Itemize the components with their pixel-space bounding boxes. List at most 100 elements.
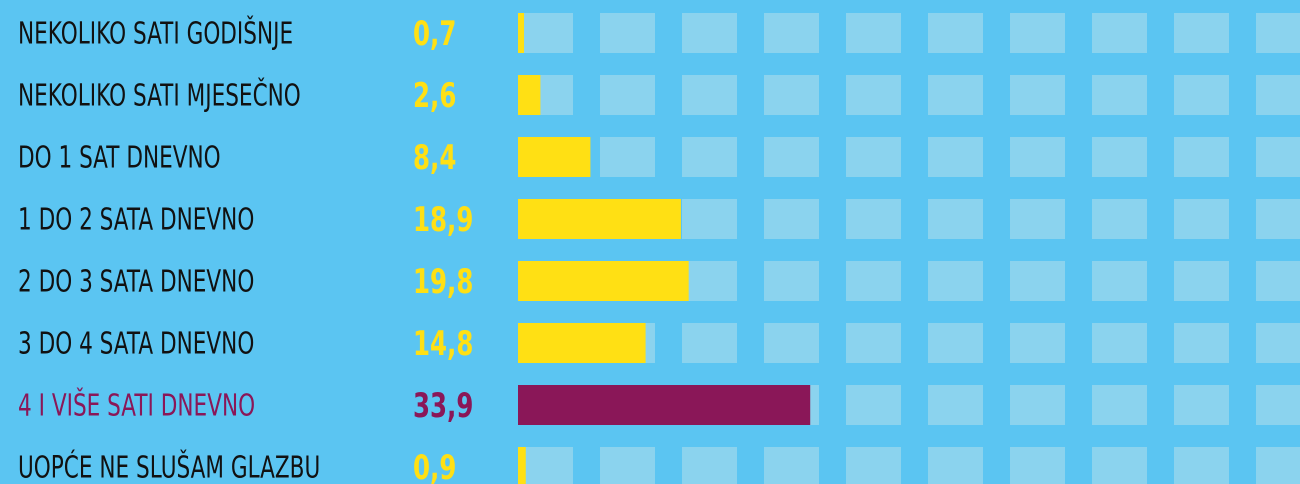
value-group: 8,4: [413, 138, 456, 177]
background-square: [1174, 323, 1229, 363]
background-square: [600, 137, 655, 177]
bar: [518, 75, 541, 115]
background-square: [846, 75, 901, 115]
background-square: [682, 261, 737, 301]
background-square: [846, 261, 901, 301]
background-square: [846, 137, 901, 177]
background-square: [928, 13, 983, 53]
bar: [518, 137, 591, 177]
background-square: [764, 13, 819, 53]
bar: [518, 13, 525, 53]
background-square: [600, 447, 655, 484]
background-square: [600, 75, 655, 115]
category-label: 3 DO 4 SATA DNEVNO: [18, 327, 254, 361]
value-group: 33,9: [413, 386, 473, 425]
background-square: [1256, 199, 1300, 239]
label-group: 1 DO 2 SATA DNEVNO: [18, 203, 254, 237]
label-group: DO 1 SAT DNEVNO: [18, 141, 221, 175]
background-square: [1092, 385, 1147, 425]
background-square: [1010, 323, 1065, 363]
category-label: NEKOLIKO SATI MJESEČNO: [18, 76, 301, 114]
background-square: [1174, 199, 1229, 239]
background-square: [764, 75, 819, 115]
background-square: [1174, 75, 1229, 115]
background-square: [846, 199, 901, 239]
background-square: [1010, 385, 1065, 425]
value-label: 33,9: [413, 386, 473, 425]
background-square: [518, 13, 573, 53]
background-square: [518, 447, 573, 484]
label-group: NEKOLIKO SATI GODIŠNJE: [18, 14, 293, 52]
value-label: 14,8: [413, 324, 473, 363]
background-square: [928, 137, 983, 177]
background-square: [1174, 261, 1229, 301]
background-square: [682, 199, 737, 239]
background-square: [1010, 75, 1065, 115]
background-square: [1256, 13, 1300, 53]
background-square: [1092, 261, 1147, 301]
background-square: [1010, 13, 1065, 53]
background-square: [682, 137, 737, 177]
background-square: [1256, 447, 1300, 484]
category-label: 4 I VIŠE SATI DNEVNO: [18, 386, 255, 424]
background-square: [1174, 385, 1229, 425]
background-square: [682, 447, 737, 484]
value-group: 14,8: [413, 324, 473, 363]
category-label: 2 DO 3 SATA DNEVNO: [18, 265, 254, 299]
value-label: 0,7: [413, 14, 456, 53]
background-square: [1092, 323, 1147, 363]
bar: [518, 447, 526, 484]
value-group: 18,9: [413, 200, 473, 239]
background-square: [928, 75, 983, 115]
background-square: [928, 385, 983, 425]
value-group: 0,9: [413, 448, 456, 484]
background-square: [1010, 261, 1065, 301]
background-square: [928, 199, 983, 239]
category-label: 1 DO 2 SATA DNEVNO: [18, 203, 254, 237]
value-group: 2,6: [413, 76, 456, 115]
category-label: NEKOLIKO SATI GODIŠNJE: [18, 14, 293, 52]
background-square: [600, 13, 655, 53]
label-group: NEKOLIKO SATI MJESEČNO: [18, 76, 301, 114]
bar: [518, 385, 811, 425]
label-group: 2 DO 3 SATA DNEVNO: [18, 265, 254, 299]
background-square: [846, 447, 901, 484]
background-square: [846, 13, 901, 53]
background-square: [1256, 323, 1300, 363]
background-square: [764, 137, 819, 177]
value-label: 19,8: [413, 262, 473, 301]
background-square: [1092, 447, 1147, 484]
background-square: [764, 261, 819, 301]
background-square: [846, 323, 901, 363]
category-label: UOPĆE NE SLUŠAM GLAZBU: [18, 448, 320, 484]
background-square: [928, 323, 983, 363]
background-square: [1174, 13, 1229, 53]
bar: [518, 199, 681, 239]
bar: [518, 261, 689, 301]
background-square: [1256, 385, 1300, 425]
background-square: [1092, 75, 1147, 115]
value-label: 0,9: [413, 448, 456, 484]
background-square: [1092, 199, 1147, 239]
background-square: [764, 199, 819, 239]
background-square: [1256, 261, 1300, 301]
category-label: DO 1 SAT DNEVNO: [18, 141, 221, 175]
background-square: [1174, 137, 1229, 177]
value-label: 18,9: [413, 200, 473, 239]
background-square: [1092, 13, 1147, 53]
value-group: 19,8: [413, 262, 473, 301]
background-square: [928, 261, 983, 301]
background-square: [1174, 447, 1229, 484]
background-square: [764, 447, 819, 484]
background-square: [1092, 137, 1147, 177]
label-group: 4 I VIŠE SATI DNEVNO: [18, 386, 255, 424]
background-square: [1256, 75, 1300, 115]
value-label: 8,4: [413, 138, 456, 177]
background-square: [1256, 137, 1300, 177]
value-group: 0,7: [413, 14, 456, 53]
background-square: [1010, 447, 1065, 484]
background-square: [682, 323, 737, 363]
background-square: [928, 447, 983, 484]
